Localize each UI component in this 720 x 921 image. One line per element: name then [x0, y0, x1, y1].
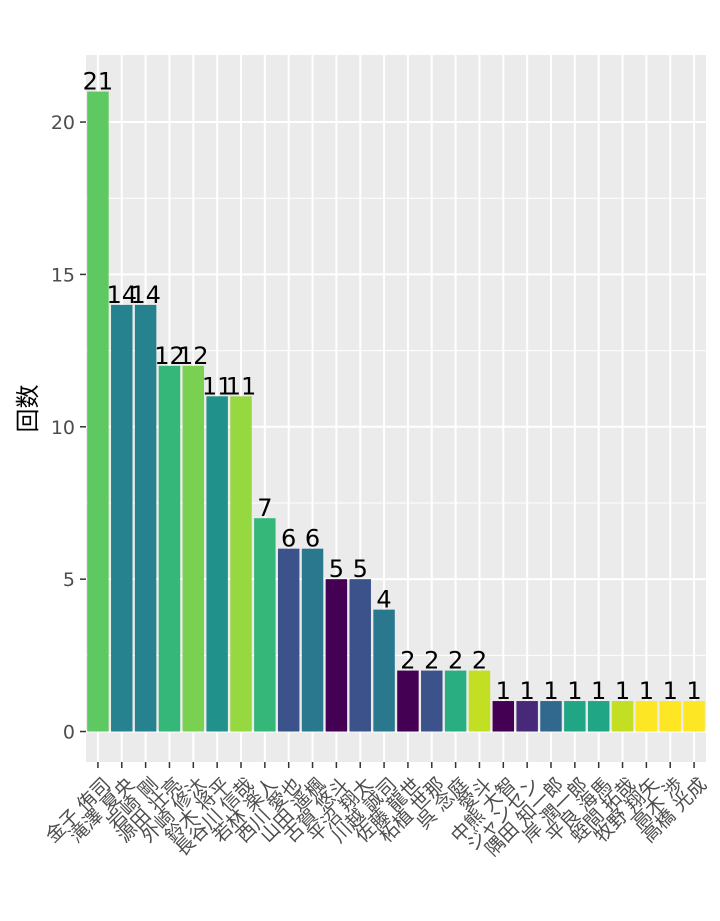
bar	[301, 548, 324, 732]
bar	[516, 701, 538, 732]
data-label: 14	[106, 281, 137, 309]
data-label: 1	[663, 677, 678, 705]
bar	[492, 701, 515, 732]
data-label: 1	[591, 677, 606, 705]
data-label: 1	[567, 677, 582, 705]
bar	[468, 670, 491, 732]
data-label: 1	[496, 677, 511, 705]
bar	[611, 701, 634, 732]
data-label: 1	[615, 677, 630, 705]
bar	[659, 701, 681, 732]
data-label: 2	[424, 647, 439, 675]
bar	[421, 670, 443, 732]
data-label: 1	[520, 677, 535, 705]
y-tick-label: 15	[51, 264, 75, 286]
data-label: 11	[202, 372, 233, 400]
bar	[683, 701, 705, 732]
bars	[87, 91, 705, 732]
data-label: 21	[83, 68, 114, 96]
y-tick-label: 0	[63, 722, 75, 744]
bar	[134, 304, 157, 732]
data-label: 1	[686, 677, 701, 705]
data-label: 1	[639, 677, 654, 705]
bar	[540, 701, 562, 732]
bar	[325, 579, 348, 732]
bar	[397, 670, 419, 732]
y-tick-label: 10	[51, 417, 75, 439]
bar	[277, 548, 300, 732]
data-label: 12	[154, 342, 185, 370]
y-axis-title: 回数	[14, 385, 42, 433]
data-label: 1	[543, 677, 558, 705]
data-label: 6	[305, 525, 320, 553]
y-tick-label: 20	[51, 112, 75, 134]
y-tick-label: 5	[63, 569, 75, 591]
data-label: 11	[226, 372, 257, 400]
bar	[206, 396, 228, 732]
bar	[111, 304, 133, 732]
bar	[564, 701, 586, 732]
data-label: 5	[353, 555, 368, 583]
bar	[373, 609, 395, 732]
data-label: 4	[376, 586, 391, 614]
data-label: 6	[281, 525, 296, 553]
data-label: 2	[472, 647, 487, 675]
data-label: 7	[257, 494, 272, 522]
data-label: 14	[130, 281, 161, 309]
bar	[444, 670, 467, 732]
data-label: 5	[329, 555, 344, 583]
bar	[158, 365, 181, 732]
bar	[182, 365, 205, 732]
y-axis: 0 5 10 15 20	[51, 112, 86, 744]
bar	[254, 518, 276, 732]
bar	[635, 701, 658, 732]
data-label: 2	[448, 647, 463, 675]
data-label: 2	[400, 647, 415, 675]
data-label: 12	[178, 342, 209, 370]
bar	[87, 91, 109, 732]
bar	[230, 396, 252, 732]
bar	[349, 579, 371, 732]
bar	[587, 701, 610, 732]
